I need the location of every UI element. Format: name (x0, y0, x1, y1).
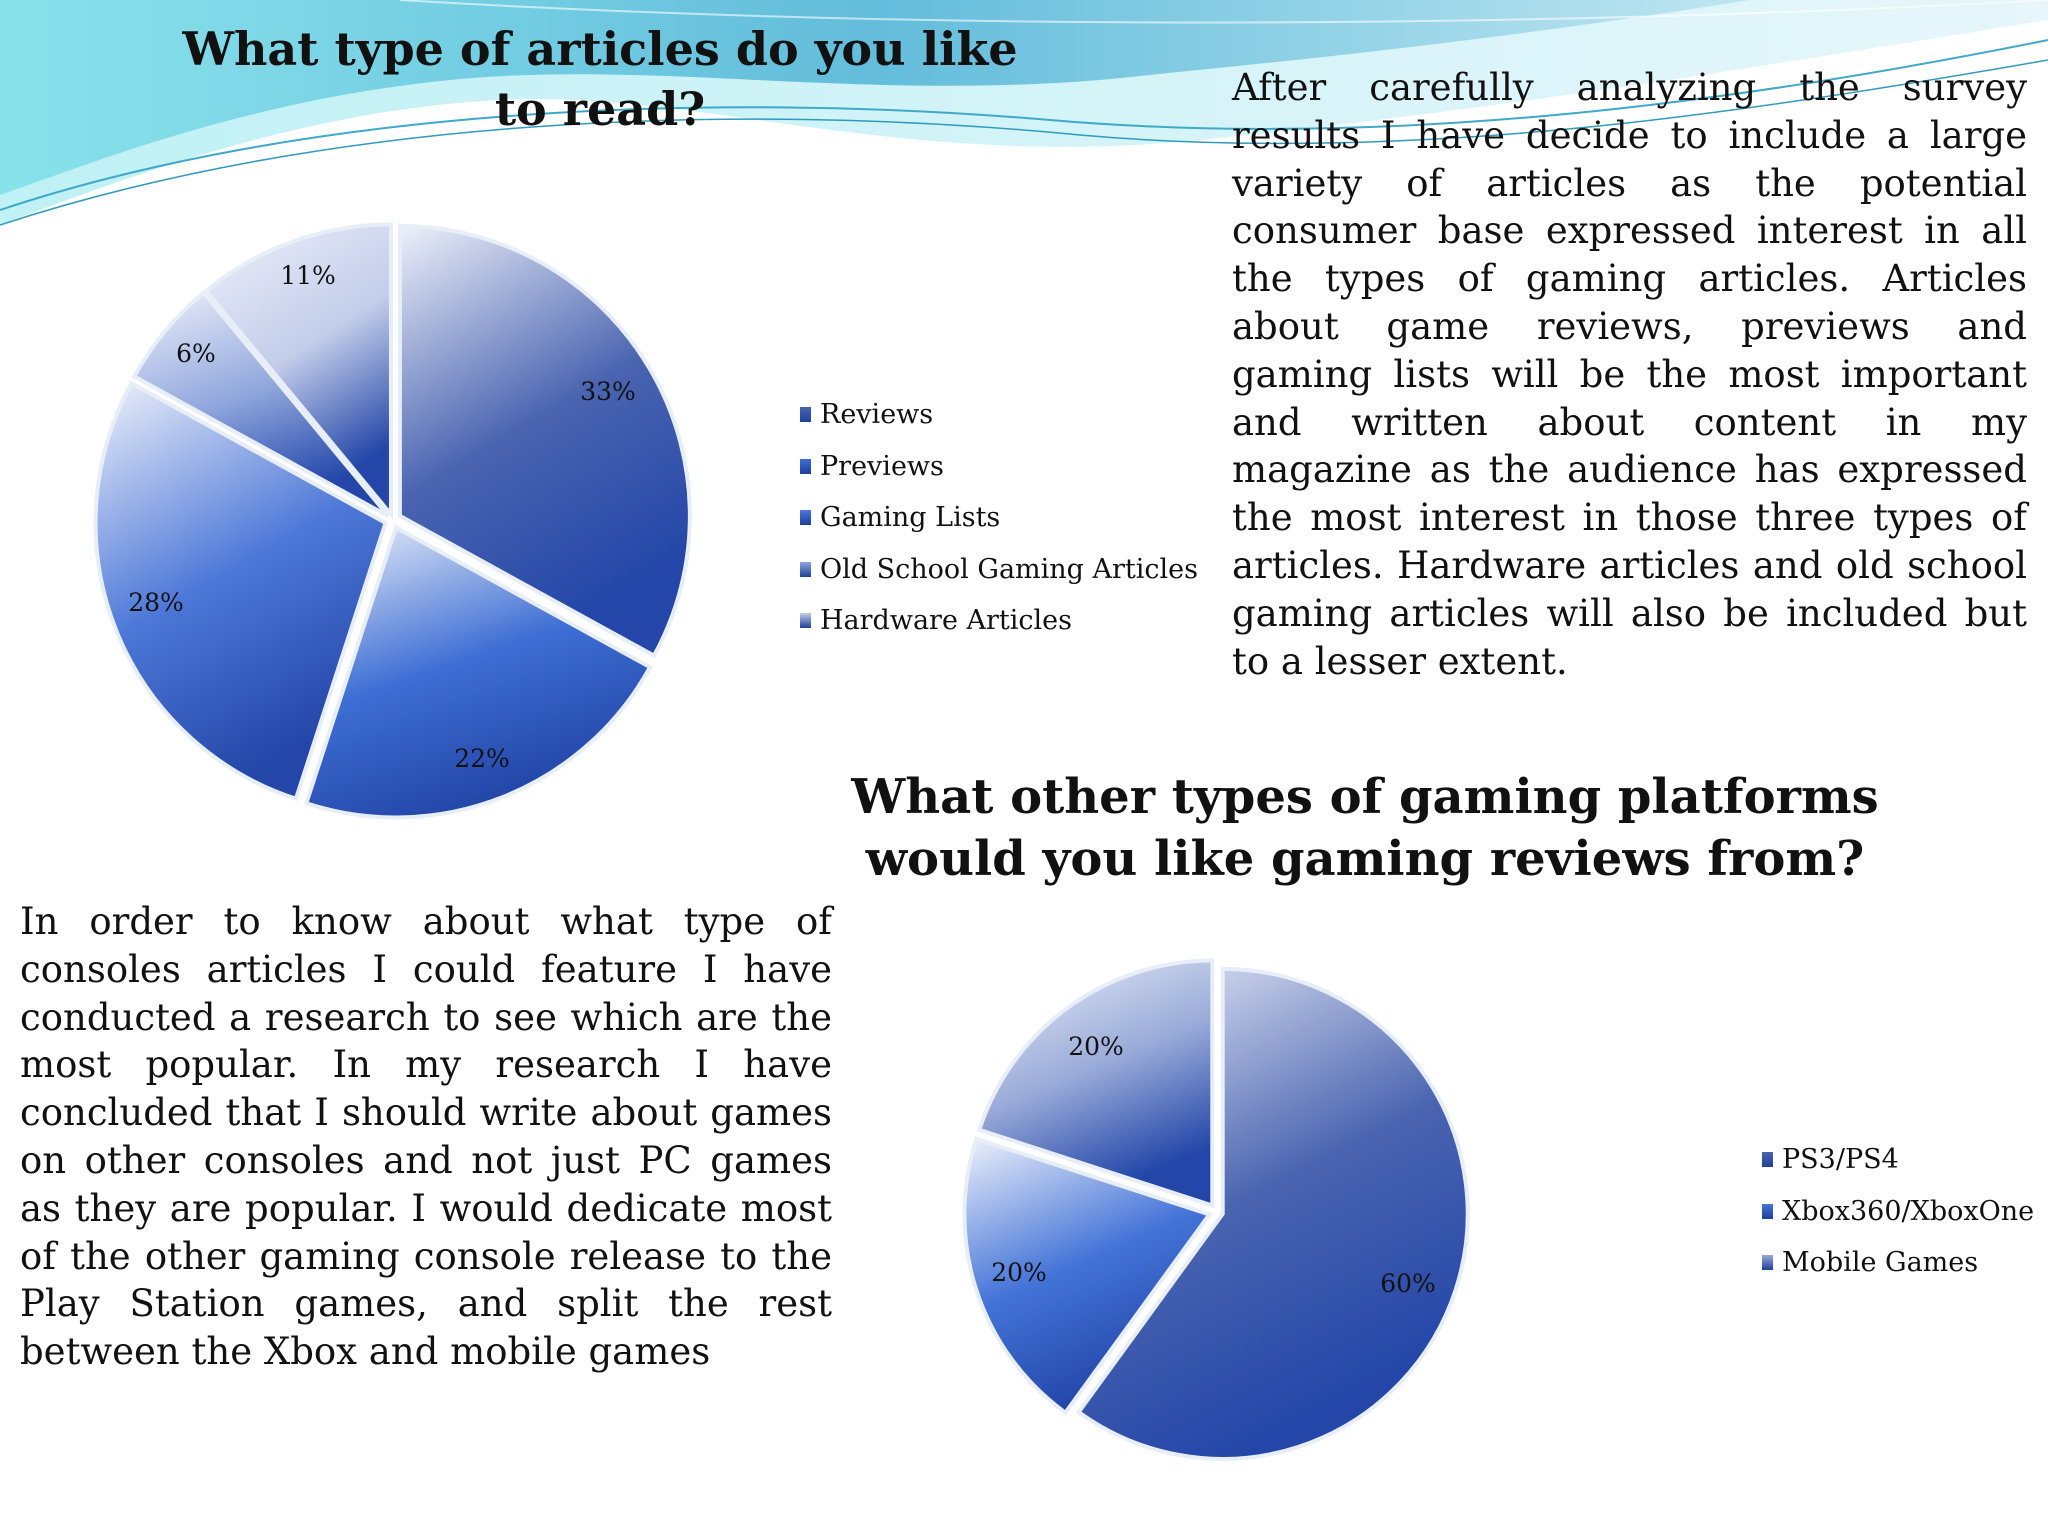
legend-item-ps: PS3/PS4 (1762, 1134, 2034, 1186)
legend-label: Previews (820, 450, 944, 482)
pie-data-label: 11% (280, 261, 336, 290)
legend-item-previews: Previews (800, 441, 1198, 493)
legend-label: Old School Gaming Articles (820, 553, 1199, 585)
legend-item-mobile: Mobile Games (1762, 1237, 2034, 1289)
legend-item-hardware: Hardware Articles (800, 595, 1198, 647)
pie-data-label: 28% (128, 588, 184, 617)
pie-data-label: 33% (580, 377, 636, 406)
pie-data-label: 60% (1380, 1269, 1436, 1298)
console-research-paragraph: In order to know about what type of cons… (20, 900, 832, 1374)
pie-slice-old-school-gaming-articles (131, 289, 390, 518)
chart2-title: What other types of gaming platforms wou… (851, 769, 1879, 888)
pie-slice-hardware-articles (203, 222, 393, 520)
articles-pie-chart: 33% 22% 28% 6% 11% (93, 222, 692, 820)
legend-swatch (1762, 1203, 1773, 1219)
pie-slice-gaming-lists (93, 380, 388, 802)
pie-data-label: 20% (1068, 1032, 1124, 1061)
legend-swatch (800, 510, 811, 526)
legend-swatch (1762, 1255, 1773, 1271)
legend-swatch (800, 613, 811, 629)
survey-analysis-paragraph: After carefully analyzing the survey res… (1232, 66, 2027, 683)
pie-slice-xbox360-xboxone (962, 1136, 1213, 1416)
pie-slice-ps3-ps4 (1075, 966, 1470, 1461)
legend-label: Gaming Lists (820, 502, 1001, 534)
pie-slice-reviews (397, 223, 692, 659)
pie-data-label: 22% (454, 744, 510, 773)
legend-swatch (800, 458, 811, 474)
pie-data-label: 20% (991, 1258, 1047, 1287)
legend-label: PS3/PS4 (1782, 1144, 1899, 1176)
pie-data-label: 6% (176, 339, 216, 368)
legend-label: Hardware Articles (820, 605, 1072, 637)
legend-item-xbox: Xbox360/XboxOne (1762, 1186, 2034, 1238)
platforms-pie-chart: 60% 20% 20% (962, 958, 1470, 1461)
legend-item-gaming-lists: Gaming Lists (800, 492, 1198, 544)
legend-label: Xbox360/XboxOne (1782, 1195, 2035, 1227)
pie-slice-mobile-games (976, 958, 1215, 1209)
legend-swatch (800, 407, 811, 423)
articles-legend: Reviews Previews Gaming Lists Old School… (800, 389, 1198, 647)
legend-label: Reviews (820, 399, 934, 431)
legend-swatch (1762, 1152, 1773, 1168)
legend-item-old-school: Old School Gaming Articles (800, 544, 1198, 596)
legend-swatch (800, 561, 811, 577)
chart1-title: What type of articles do you like to rea… (182, 22, 1018, 136)
platforms-legend: PS3/PS4 Xbox360/XboxOne Mobile Games (1762, 1134, 2034, 1289)
legend-label: Mobile Games (1782, 1247, 1979, 1279)
pie-slice-previews (303, 524, 653, 820)
legend-item-reviews: Reviews (800, 389, 1198, 441)
